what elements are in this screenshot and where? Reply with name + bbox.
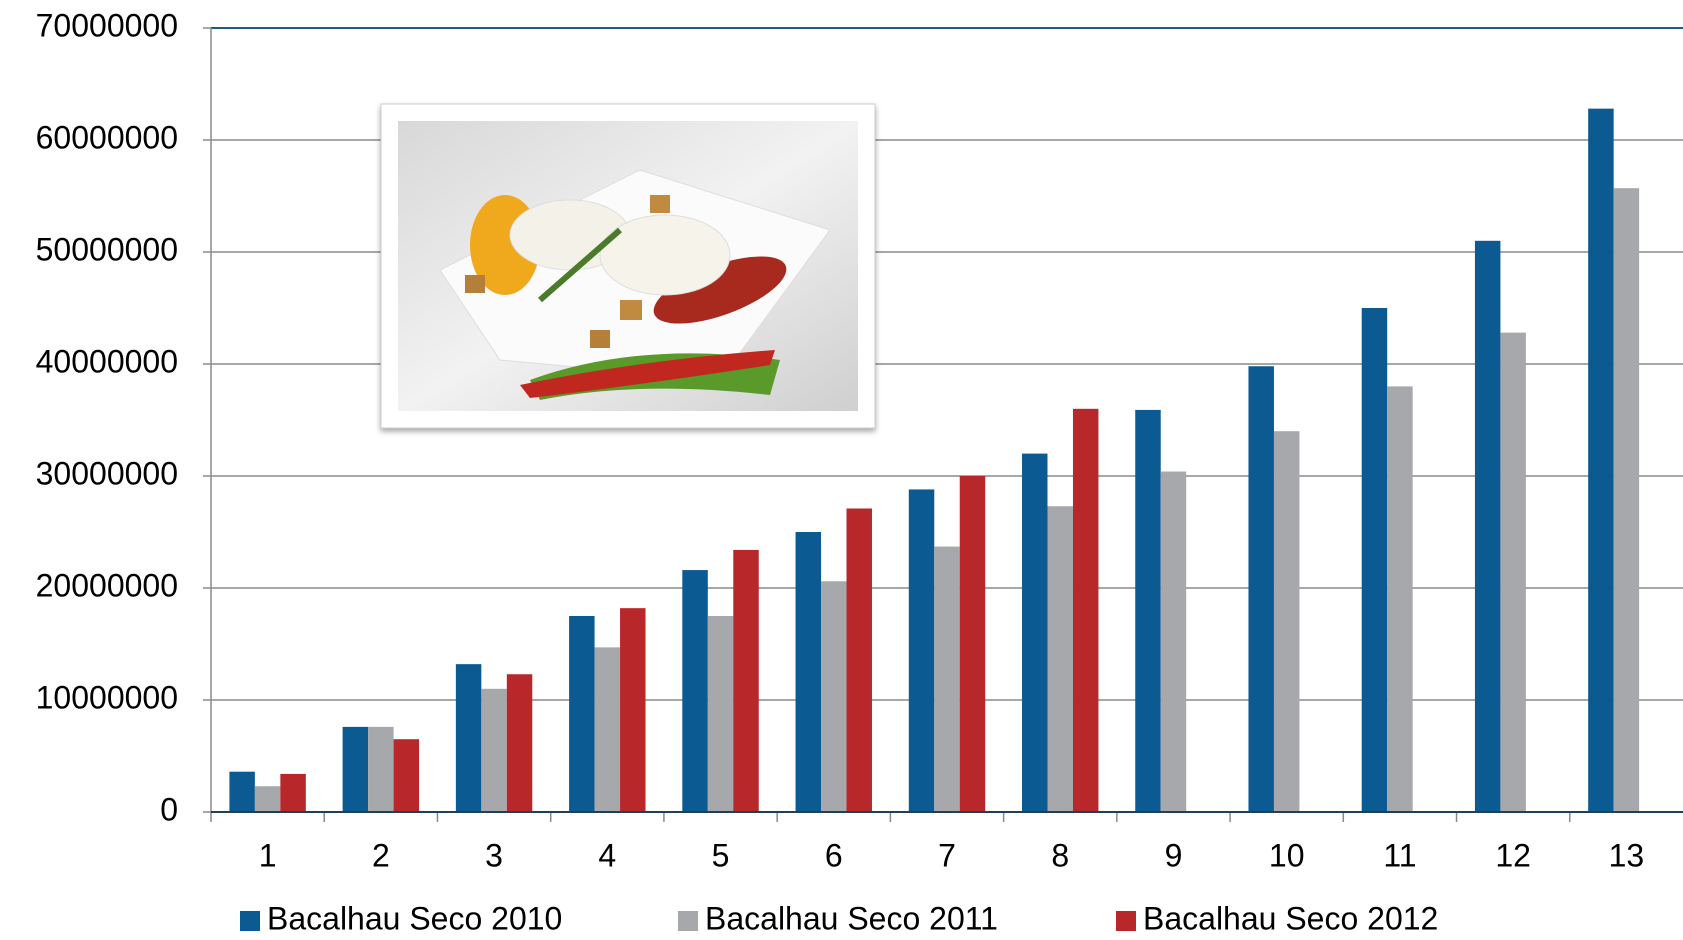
bar (368, 726, 394, 812)
x-tick-label: 12 (1495, 837, 1531, 873)
x-tick-label: 4 (598, 837, 616, 873)
y-tick-label: 50000000 (36, 231, 178, 267)
bar (393, 739, 420, 812)
x-tick-label: 7 (938, 837, 956, 873)
bar (254, 786, 281, 812)
bar (707, 616, 734, 812)
bar (455, 664, 482, 812)
bar (1273, 431, 1300, 812)
x-tick-label: 8 (1051, 837, 1069, 873)
y-tick-label: 20000000 (36, 567, 178, 603)
bar (1588, 108, 1614, 812)
bar (594, 647, 621, 812)
x-tick-label: 2 (372, 837, 390, 873)
bar (342, 726, 369, 812)
bar (1022, 453, 1048, 812)
legend-swatch (1116, 911, 1136, 931)
bar (846, 508, 872, 812)
bar (1047, 506, 1073, 812)
bar (481, 688, 507, 812)
bar (1387, 386, 1413, 812)
bar (908, 489, 935, 812)
bar (1474, 240, 1501, 813)
x-tick-label: 10 (1269, 837, 1305, 873)
bar (1361, 308, 1388, 812)
bar (1160, 471, 1187, 812)
y-tick-label: 40000000 (36, 343, 178, 379)
bar (682, 570, 708, 812)
bar (1613, 188, 1640, 812)
bar (1135, 409, 1161, 812)
y-tick-label: 30000000 (36, 455, 178, 491)
y-tick-label: 10000000 (36, 679, 178, 715)
legend-swatch (678, 911, 698, 931)
legend-label: Bacalhau Seco 2010 (267, 900, 562, 936)
bar (934, 546, 960, 812)
x-tick-label: 9 (1165, 837, 1183, 873)
x-tick-label: 3 (485, 837, 503, 873)
bar (795, 532, 822, 812)
x-tick-label: 1 (259, 837, 277, 873)
bar (569, 616, 595, 812)
bar (1500, 332, 1526, 812)
bar (1248, 366, 1274, 812)
x-tick-label: 6 (825, 837, 843, 873)
legend-label: Bacalhau Seco 2012 (1143, 900, 1438, 936)
bar (506, 674, 533, 812)
y-tick-label: 70000000 (36, 7, 178, 43)
bar (1072, 408, 1099, 812)
x-tick-label: 13 (1609, 837, 1645, 873)
legend-swatch (240, 911, 260, 931)
legend-label: Bacalhau Seco 2011 (705, 900, 998, 936)
bar (959, 476, 986, 812)
x-tick-label: 11 (1383, 837, 1416, 873)
bar (620, 608, 646, 812)
y-tick-label: 60000000 (36, 119, 178, 155)
bar (733, 549, 759, 812)
bar (821, 581, 847, 812)
y-tick-label: 0 (160, 791, 178, 827)
bar (280, 773, 306, 812)
photo (380, 103, 876, 429)
x-tick-label: 5 (712, 837, 730, 873)
bar (229, 771, 255, 812)
